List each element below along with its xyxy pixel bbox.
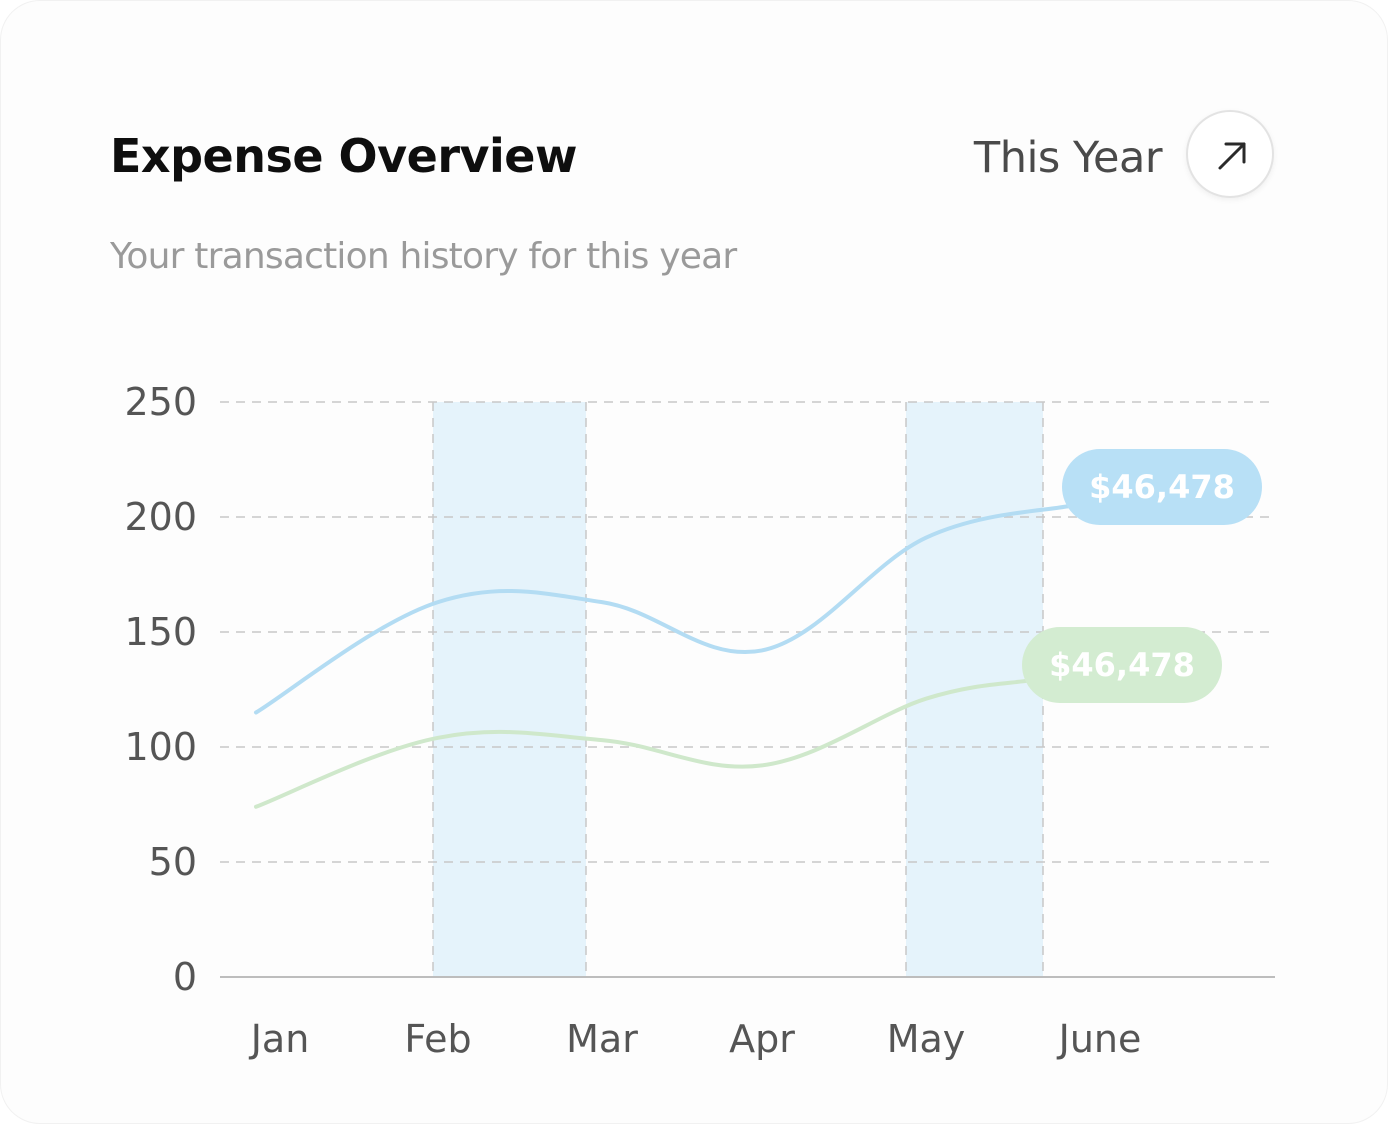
chart-grid xyxy=(220,401,1275,978)
period-selector[interactable]: This Year xyxy=(973,133,1163,183)
series-end-value: $46,478 xyxy=(1049,646,1195,684)
series-line xyxy=(254,678,1032,809)
arrow-up-right-icon xyxy=(1218,142,1246,170)
card-subtitle: Your transaction history for this year xyxy=(110,236,737,277)
y-tick-label: 200 xyxy=(124,495,197,539)
card-title: Expense Overview xyxy=(110,129,577,183)
series-end-pill xyxy=(1062,449,1262,525)
y-tick-label: 0 xyxy=(173,955,197,999)
highlight-band xyxy=(906,402,1043,977)
x-tick-label: Feb xyxy=(404,1017,471,1061)
y-axis-ticks: 0 50 100 150 200 250 xyxy=(124,380,197,999)
y-tick-label: 250 xyxy=(124,380,197,424)
x-tick-label: June xyxy=(1057,1017,1142,1061)
x-tick-label: Mar xyxy=(566,1017,638,1061)
x-tick-label: Jan xyxy=(249,1017,310,1061)
highlight-band xyxy=(433,402,586,977)
chart-series xyxy=(254,503,1074,809)
y-tick-label: 150 xyxy=(124,610,197,654)
expand-button[interactable] xyxy=(1186,110,1274,198)
x-tick-label: May xyxy=(887,1017,966,1061)
x-tick-label: Apr xyxy=(729,1017,795,1061)
series-end-pill xyxy=(1022,627,1222,703)
highlight-bands xyxy=(433,402,1043,977)
y-tick-label: 50 xyxy=(149,840,197,884)
x-axis-labels: Jan Feb Mar Apr May June xyxy=(249,1017,1142,1061)
series-end-value: $46,478 xyxy=(1089,468,1235,506)
series-line xyxy=(254,503,1074,715)
series-end-labels: $46,478 $46,478 xyxy=(1022,449,1262,703)
y-tick-label: 100 xyxy=(124,725,197,769)
